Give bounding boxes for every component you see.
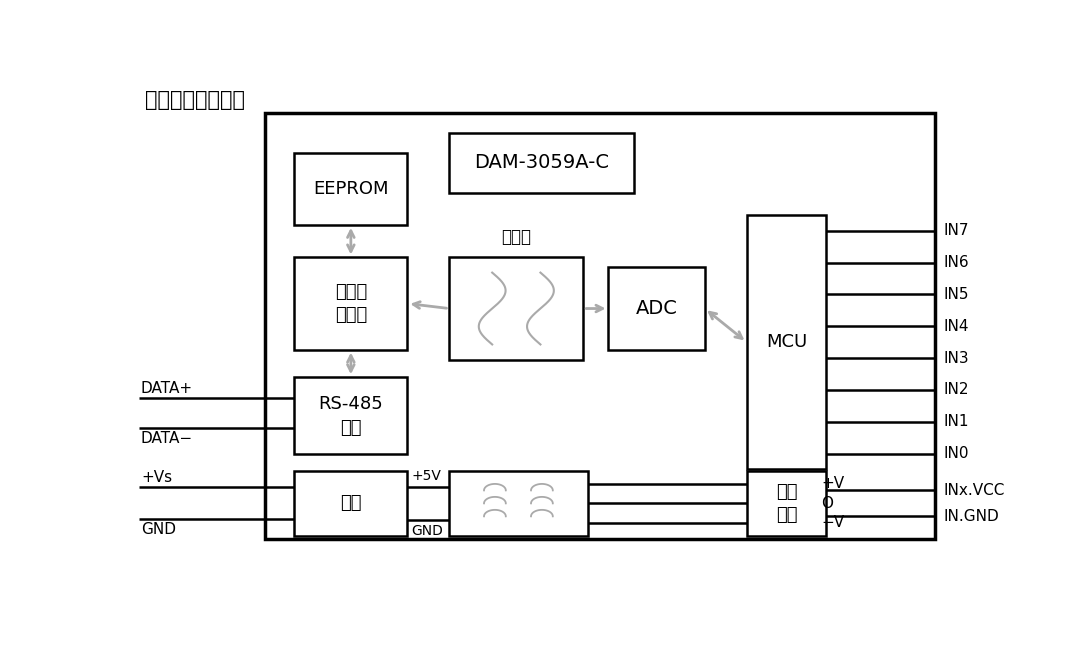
Text: DATA+: DATA+	[141, 381, 193, 396]
Bar	[450, 471, 588, 536]
Text: EEPROM: EEPROM	[313, 179, 388, 198]
Text: −V: −V	[822, 515, 844, 530]
Bar	[747, 471, 826, 536]
Text: 电源: 电源	[341, 494, 362, 513]
Text: 嵌入式
控制器: 嵌入式 控制器	[335, 283, 366, 325]
Bar	[747, 215, 826, 469]
Bar	[294, 153, 408, 225]
Text: +5V: +5V	[412, 469, 441, 483]
Text: RS-485
接口: RS-485 接口	[319, 395, 384, 437]
Text: IN.GND: IN.GND	[944, 509, 999, 524]
Bar	[265, 113, 935, 539]
Text: GND: GND	[412, 524, 443, 538]
Text: IN3: IN3	[944, 351, 970, 365]
Bar	[294, 471, 408, 536]
Text: ADC: ADC	[636, 299, 678, 318]
Bar	[450, 133, 633, 192]
Text: +Vs: +Vs	[141, 470, 172, 485]
Text: IN7: IN7	[944, 224, 969, 238]
Text: O: O	[822, 496, 833, 511]
Text: MCU: MCU	[765, 333, 808, 351]
Text: IN4: IN4	[944, 319, 969, 334]
Bar	[609, 268, 705, 350]
Bar	[294, 257, 408, 350]
Text: IN5: IN5	[944, 287, 969, 302]
Text: GND: GND	[141, 522, 176, 537]
Text: DATA−: DATA−	[141, 431, 193, 446]
Bar	[450, 257, 584, 360]
Text: IN0: IN0	[944, 446, 969, 461]
Text: DAM-3059A-C: DAM-3059A-C	[473, 153, 609, 172]
Text: +V: +V	[822, 476, 844, 491]
Text: IN1: IN1	[944, 414, 969, 429]
Text: IN6: IN6	[944, 255, 970, 270]
Text: 光隔离: 光隔离	[502, 228, 532, 246]
Bar	[294, 377, 408, 454]
Text: 模块内部结构框图: 模块内部结构框图	[145, 90, 245, 110]
Text: INx.VCC: INx.VCC	[944, 483, 1005, 498]
Text: IN2: IN2	[944, 382, 969, 397]
Text: 配电
输出: 配电 输出	[776, 483, 798, 524]
